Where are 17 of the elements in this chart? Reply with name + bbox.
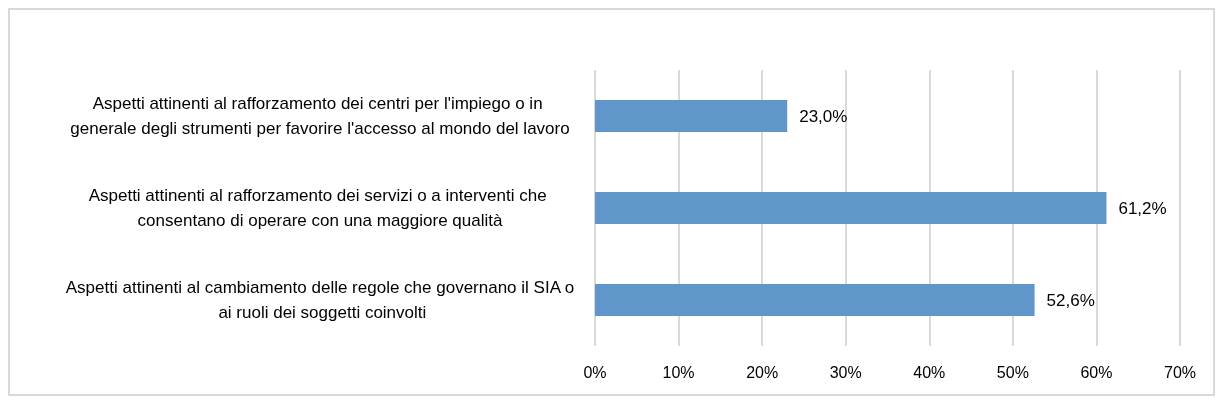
x-tick-label: 40%	[913, 363, 946, 381]
bar	[595, 191, 1107, 225]
x-tick-label: 20%	[746, 363, 779, 381]
x-tick-label: 50%	[996, 363, 1029, 381]
y-tick-label: Aspetti attinenti al rafforzamento dei servizi o a interventi che consentano di operare con una maggiore qualità	[88, 186, 552, 230]
bar	[595, 99, 788, 133]
data-label: 52,6%	[1046, 290, 1095, 310]
x-tick-label: 60%	[1080, 363, 1113, 381]
y-tick-label: Aspetti attinenti al cambiamento delle regole che governano il SIA o ai ruoli dei soggetti coinvolti	[65, 278, 575, 322]
y-tick-label: Aspetti attinenti al rafforzamento dei centri per l'impiego o in generale degli strumenti per favorire l'accesso al mondo del lavoro	[70, 94, 570, 138]
x-tick-label: 30%	[829, 363, 862, 381]
data-label: 61,2%	[1118, 198, 1167, 218]
data-label: 23,0%	[799, 106, 848, 126]
x-tick-label: 70%	[1163, 363, 1197, 381]
x-tick-label: 0%	[583, 363, 607, 381]
x-tick-label: 10%	[662, 363, 695, 381]
bar	[595, 283, 1035, 317]
